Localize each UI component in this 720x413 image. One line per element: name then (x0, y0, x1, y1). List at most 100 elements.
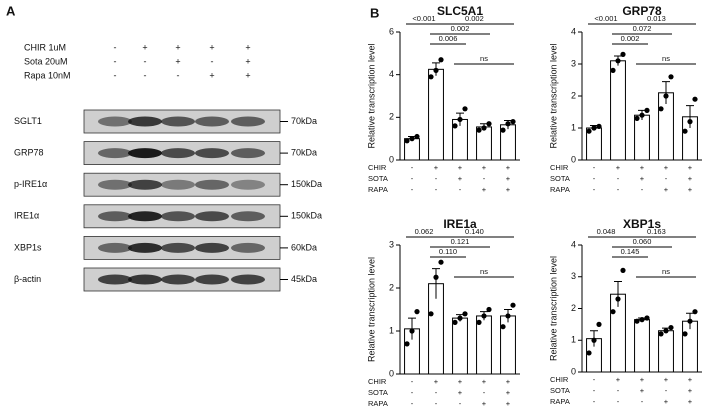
treatment-sign: + (506, 163, 511, 172)
band (161, 179, 195, 190)
treatment-sign: + (506, 399, 511, 408)
treatment-sign: + (640, 163, 645, 172)
size-label: 70kDa (291, 147, 317, 157)
treatment-label: CHIR 1uM (24, 42, 66, 52)
y-tick-label: 3 (571, 58, 576, 68)
y-tick-label: 3 (389, 239, 394, 249)
band (231, 274, 265, 285)
p-value: 0.060 (633, 237, 652, 246)
treatment-label: RAPA (550, 397, 570, 406)
data-point (414, 133, 420, 140)
data-point (457, 116, 463, 123)
treatment-sign: - (144, 56, 147, 66)
treatment-label: Sota 20uM (24, 56, 68, 66)
size-label: 150kDa (291, 211, 322, 221)
band (231, 211, 265, 222)
treatment-sign: + (209, 70, 214, 80)
data-point (486, 121, 492, 127)
data-point (428, 311, 434, 317)
data-point (610, 67, 616, 73)
data-point (682, 128, 688, 134)
chart-title: GRP78 (622, 4, 662, 18)
treatment-sign: + (506, 377, 511, 386)
data-point (476, 319, 482, 325)
p-value: 0.163 (647, 227, 666, 236)
data-point (615, 296, 621, 302)
treatment-sign: + (616, 163, 621, 172)
treatment-sign: + (688, 174, 693, 183)
treatment-sign: + (175, 42, 180, 52)
treatment-sign: - (483, 174, 486, 183)
bar (452, 317, 468, 375)
y-tick-label: 1 (389, 325, 394, 335)
y-axis-label: Relative transcription level (548, 256, 558, 361)
band (195, 148, 229, 159)
band (128, 242, 162, 253)
band (195, 274, 229, 285)
bar (634, 114, 650, 161)
treatment-sign: + (482, 399, 487, 408)
treatment-sign: + (482, 163, 487, 172)
treatment-sign: - (411, 399, 414, 408)
treatment-sign: - (435, 399, 438, 408)
band (195, 242, 229, 253)
protein-label: p-IRE1α (14, 179, 47, 189)
p-value: 0.072 (633, 24, 652, 33)
bar (658, 330, 674, 373)
data-point (500, 127, 506, 133)
data-point (639, 317, 645, 323)
data-point (644, 315, 650, 321)
bar (634, 319, 650, 373)
data-point (500, 324, 506, 330)
treatment-sign: - (411, 377, 414, 386)
treatment-label: SOTA (368, 388, 388, 397)
data-point (658, 106, 664, 112)
band (231, 148, 265, 159)
treatment-sign: - (211, 56, 214, 66)
data-point (668, 74, 674, 80)
data-point (692, 309, 698, 315)
band (128, 148, 162, 159)
y-tick-label: 4 (389, 69, 394, 79)
treatment-label: SOTA (550, 174, 570, 183)
treatment-sign: + (482, 185, 487, 194)
y-tick-label: 2 (571, 90, 576, 100)
treatment-sign: + (688, 185, 693, 194)
treatment-sign: + (664, 185, 669, 194)
band (161, 274, 195, 285)
band (161, 116, 195, 127)
treatment-sign: - (665, 174, 668, 183)
treatment-sign: - (411, 388, 414, 397)
y-tick-label: 6 (389, 26, 394, 36)
treatment-label: SOTA (368, 174, 388, 183)
data-point (452, 319, 458, 325)
band (195, 179, 229, 190)
data-point (620, 267, 626, 273)
treatment-sign: - (641, 185, 644, 194)
treatment-sign: - (665, 386, 668, 395)
treatment-sign: - (641, 397, 644, 406)
treatment-sign: + (664, 397, 669, 406)
treatment-sign: - (617, 386, 620, 395)
p-value: 0.140 (465, 227, 484, 236)
treatment-sign: - (114, 42, 117, 52)
y-tick-label: 3 (571, 271, 576, 281)
data-point (586, 128, 592, 134)
p-value: 0.002 (451, 24, 470, 33)
chart-title: XBP1s (623, 217, 661, 231)
y-tick-label: 0 (571, 366, 576, 376)
band (231, 116, 265, 127)
data-point (409, 136, 415, 142)
treatment-sign: + (458, 174, 463, 183)
treatment-sign: - (411, 163, 414, 172)
treatment-sign: + (245, 70, 250, 80)
p-value: 0.013 (647, 14, 666, 23)
data-point (404, 138, 410, 144)
treatment-sign: + (245, 42, 250, 52)
treatment-sign: - (593, 375, 596, 384)
p-value: <0.001 (412, 14, 435, 23)
treatment-sign: - (593, 397, 596, 406)
y-tick-label: 0 (389, 368, 394, 378)
data-point (634, 318, 640, 324)
data-point (668, 324, 674, 331)
